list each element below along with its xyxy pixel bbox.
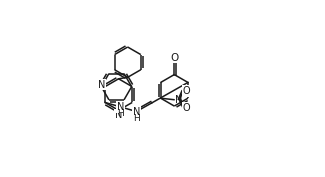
Text: H: H (117, 109, 124, 118)
Text: H: H (133, 114, 140, 123)
Text: O: O (183, 103, 190, 113)
Text: O: O (170, 53, 178, 63)
Text: O: O (183, 86, 190, 96)
Text: N: N (117, 102, 124, 112)
Text: N: N (98, 80, 105, 90)
Text: N: N (175, 95, 182, 105)
Text: N: N (115, 110, 122, 119)
Text: N: N (133, 107, 140, 116)
